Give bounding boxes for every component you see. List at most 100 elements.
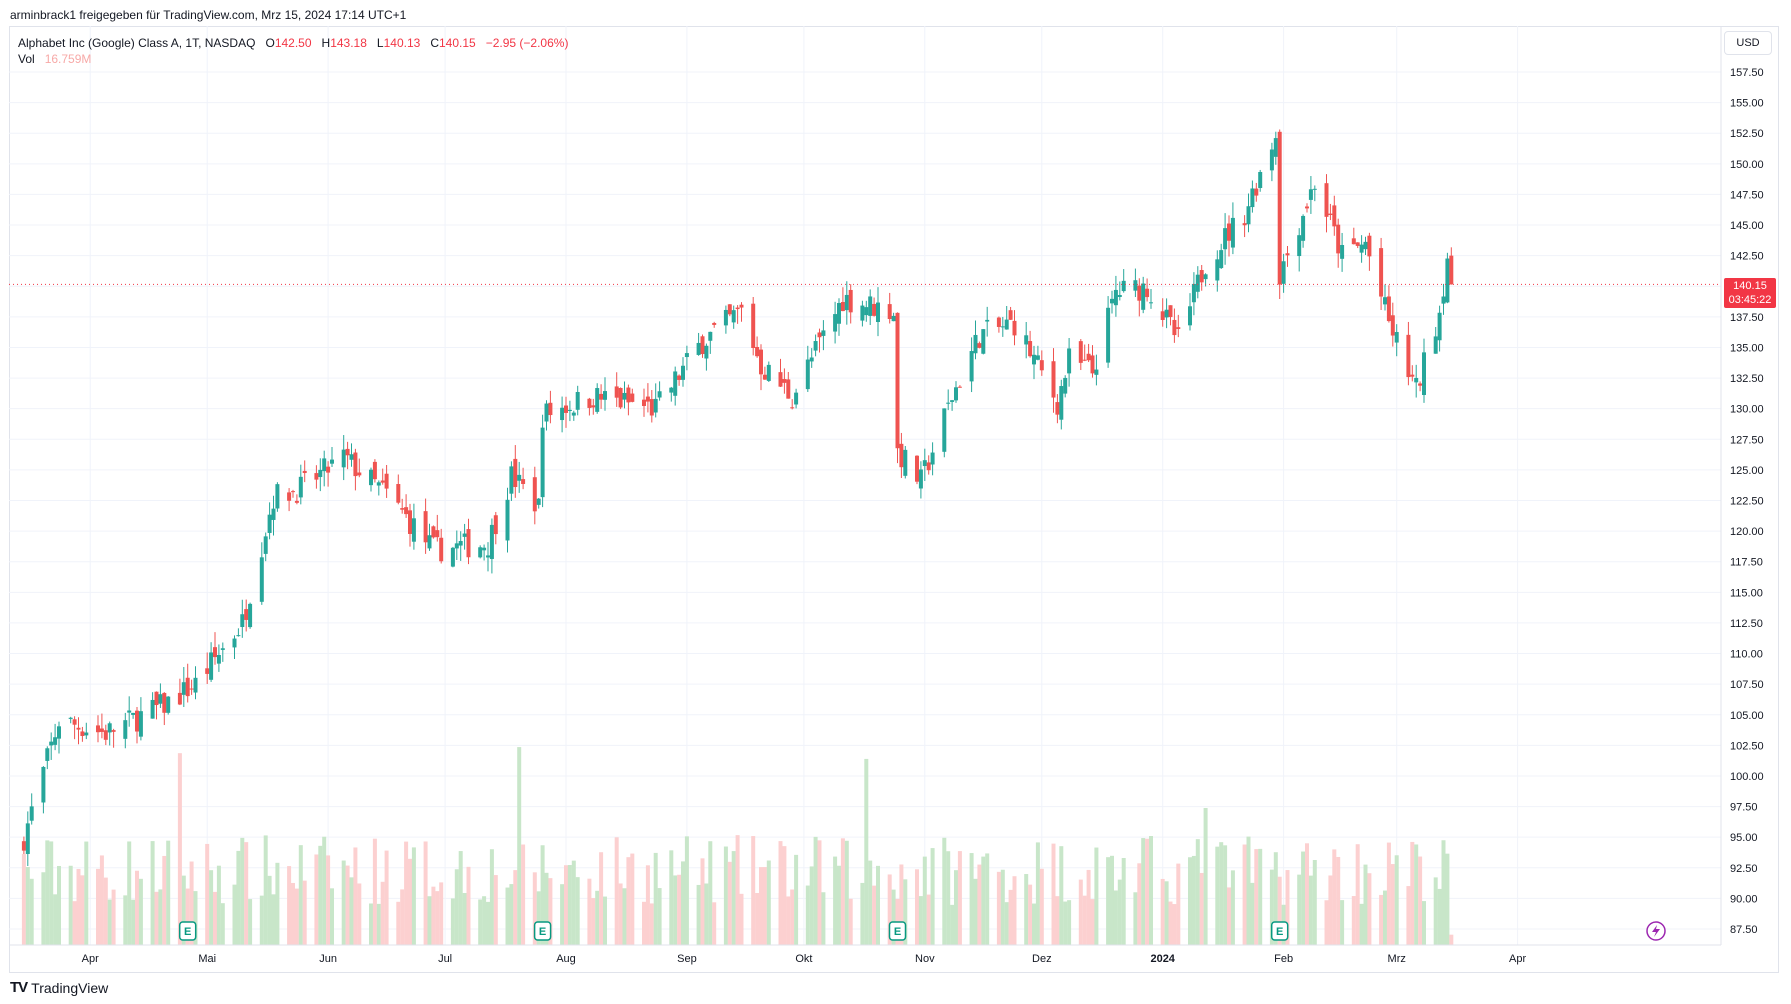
candle-body	[138, 711, 143, 737]
candle-body	[1367, 235, 1372, 257]
volume-bar	[1090, 899, 1095, 945]
volume-bar	[599, 852, 604, 945]
volume-bar	[439, 882, 444, 945]
candle-body	[1024, 335, 1029, 345]
candle-body	[1106, 307, 1111, 363]
volume-bar	[930, 848, 935, 945]
volume-bar	[712, 902, 717, 945]
candle-body	[591, 405, 596, 408]
candle-body	[25, 823, 30, 854]
candle-body	[762, 374, 767, 380]
candle-body	[1168, 305, 1173, 318]
volume-bar	[68, 865, 73, 945]
candle-body	[805, 359, 810, 390]
candle-body	[626, 387, 631, 403]
volume-bar	[821, 892, 826, 945]
time-tick-label: Sep	[677, 953, 697, 965]
candle-body	[930, 452, 935, 465]
volume-bar	[1301, 851, 1306, 945]
volume-bar	[782, 846, 787, 945]
price-tick-label: 120.00	[1730, 526, 1764, 538]
volume-bar	[564, 865, 568, 945]
currency-button[interactable]: USD	[1724, 31, 1772, 55]
candle-body	[645, 396, 650, 402]
candle-body	[996, 317, 1001, 327]
symbol-name[interactable]: Alphabet Inc (Google) Class A, 1T, NASDA…	[18, 36, 256, 50]
tradingview-logo-icon: TV	[10, 979, 28, 996]
earnings-marker[interactable]: E	[178, 921, 197, 941]
volume-bar	[517, 747, 522, 945]
earnings-marker[interactable]: E	[1270, 921, 1289, 941]
price-tick-label: 125.00	[1730, 465, 1764, 477]
volume-bar	[1055, 896, 1060, 945]
volume-bar	[1176, 863, 1181, 945]
tradingview-brand[interactable]: TV TradingView	[10, 979, 108, 996]
candle-body	[53, 737, 58, 745]
volume-bar	[80, 875, 85, 945]
earnings-marker[interactable]: E	[533, 921, 552, 941]
volume-bar	[25, 867, 30, 945]
candle-body	[1414, 377, 1419, 383]
volume-bar	[1308, 875, 1313, 945]
volume-bar	[521, 844, 526, 945]
candle-body	[1133, 280, 1138, 291]
time-tick-label: Jun	[319, 953, 337, 965]
volume-bar	[727, 861, 732, 945]
candle-body	[786, 379, 791, 399]
volume-bar	[454, 869, 459, 945]
price-axis: 157.50 155.00 152.50 150.00 147.50 145.00 142.…	[1730, 67, 1764, 936]
volume-bar	[185, 888, 190, 945]
candle-body	[696, 342, 701, 355]
candle-body	[209, 652, 214, 680]
volume-bar	[645, 865, 650, 945]
volume-bar	[177, 753, 182, 945]
candle-body	[103, 730, 108, 740]
candle-body	[1215, 259, 1220, 281]
volume-bar	[704, 883, 709, 945]
volume-bar	[817, 840, 822, 945]
candle-body	[330, 459, 334, 464]
volume-bar	[544, 872, 549, 945]
flash-icon[interactable]	[1646, 921, 1666, 941]
volume-bar	[1094, 847, 1099, 945]
candle-body	[431, 526, 436, 538]
earnings-marker[interactable]: E	[888, 921, 907, 941]
candle-body	[1340, 245, 1345, 259]
volume-bar	[396, 901, 401, 945]
volume-bar	[158, 889, 163, 945]
volume-bar	[486, 901, 490, 945]
candle-body	[1195, 274, 1200, 292]
candle-body	[489, 524, 494, 559]
candle-body	[68, 717, 73, 719]
candle-body	[1250, 188, 1255, 208]
volume-bar	[189, 861, 194, 945]
candle-body	[131, 712, 136, 715]
volume-bar	[696, 884, 701, 945]
candle-body	[185, 677, 190, 697]
volume-bar	[922, 856, 927, 945]
volume-bar	[287, 866, 292, 945]
candle-body	[1433, 336, 1438, 354]
candle-body	[1121, 280, 1126, 292]
volume-bar	[887, 874, 892, 945]
volume-bar	[271, 894, 276, 945]
candle-body	[649, 399, 654, 416]
candle-body	[505, 499, 510, 541]
volume-bar	[540, 845, 545, 945]
volume-bar	[1039, 868, 1044, 945]
volume-bar	[1242, 844, 1247, 945]
candle-body	[723, 309, 728, 326]
candle-body	[813, 341, 818, 351]
candle-body	[560, 407, 565, 421]
earnings-badge	[888, 921, 907, 941]
volume-bar	[1067, 900, 1072, 945]
volume-bar	[294, 888, 299, 945]
volume-bar	[755, 893, 760, 945]
time-tick-label: Feb	[1274, 953, 1293, 965]
candle-body	[291, 491, 295, 493]
candle-body	[1351, 238, 1356, 245]
volume-bar	[833, 856, 838, 945]
volume-bar	[1195, 839, 1200, 945]
price-tick-label: 155.00	[1730, 98, 1764, 110]
